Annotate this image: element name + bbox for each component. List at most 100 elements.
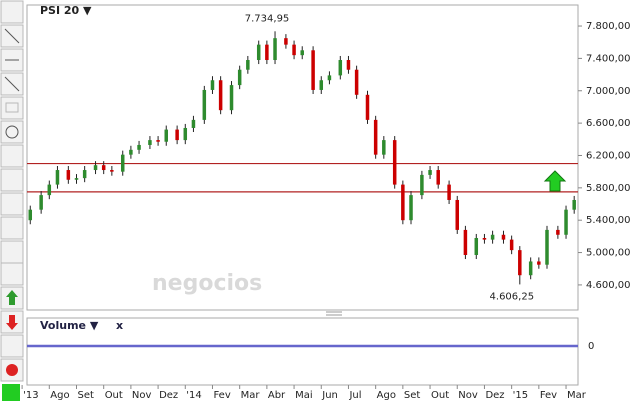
candle-body xyxy=(74,178,79,180)
candle-body xyxy=(284,38,288,45)
x-tick-label: Ago xyxy=(50,390,69,401)
candle-body xyxy=(292,44,296,56)
candle-body xyxy=(455,199,459,230)
y-tick-label: 7.400,00 xyxy=(586,53,631,64)
candle-body xyxy=(518,250,522,276)
candle-body xyxy=(490,234,495,240)
candle-body xyxy=(273,38,277,61)
chart-title[interactable]: PSI 20 ▼ xyxy=(40,4,92,17)
x-tick-label: Set xyxy=(77,390,94,401)
candle-body xyxy=(365,94,370,120)
volume-title[interactable]: Volume ▼ xyxy=(40,319,99,332)
candle-body xyxy=(528,261,533,276)
candle-body xyxy=(509,239,514,251)
candle-body xyxy=(373,119,378,155)
x-tick-label: '13 xyxy=(23,390,38,401)
y-tick-label: 5.000,00 xyxy=(586,248,631,259)
x-tick-label: Dez xyxy=(159,390,178,401)
candle-body xyxy=(382,140,386,155)
x-tick-label: Fev xyxy=(540,390,557,401)
x-tick-label: Nov xyxy=(132,390,152,401)
icon xyxy=(5,102,19,113)
candle-body xyxy=(420,174,424,196)
candle-body xyxy=(474,237,479,255)
candle-body xyxy=(327,75,332,81)
toolbar xyxy=(0,0,24,382)
candle-body xyxy=(202,89,207,120)
x-tick-label: Jul xyxy=(348,390,361,401)
candle-body xyxy=(129,149,133,155)
x-tick-label: Mar xyxy=(241,390,261,401)
candle-body xyxy=(501,234,506,240)
volume-close[interactable]: x xyxy=(116,319,123,332)
y-tick-label: 6.600,00 xyxy=(586,118,631,129)
tool-circle[interactable] xyxy=(0,120,24,144)
volume-y-tick-label: 0 xyxy=(588,341,594,352)
icon xyxy=(6,290,18,305)
candle-body xyxy=(346,60,351,70)
candle-body xyxy=(265,44,269,61)
x-tick-label: '15 xyxy=(513,390,528,401)
candle-body xyxy=(545,229,549,265)
tool-fib[interactable] xyxy=(0,168,24,192)
y-tick-label: 5.800,00 xyxy=(586,183,631,194)
candle-body xyxy=(218,80,223,111)
candle-body xyxy=(39,195,43,210)
candle-body xyxy=(428,170,432,175)
candle-body xyxy=(101,165,106,171)
candle-body xyxy=(246,60,250,70)
candle-body xyxy=(175,129,179,141)
candle-body xyxy=(482,237,487,240)
y-tick-label: 7.800,00 xyxy=(586,21,631,32)
candle-body xyxy=(229,85,234,111)
icon xyxy=(4,28,20,44)
tool-fan[interactable] xyxy=(0,144,24,168)
volume-frame xyxy=(26,317,579,386)
y-tick-label: 4.600,00 xyxy=(586,280,631,291)
x-tick-label: Mai xyxy=(295,390,313,401)
candle-body xyxy=(183,127,188,141)
candle-body xyxy=(392,140,397,185)
y-tick-label: 7.000,00 xyxy=(586,86,631,97)
candle-body xyxy=(210,80,215,90)
x-tick-label: Ago xyxy=(377,390,396,401)
icon xyxy=(5,125,19,139)
candle-body xyxy=(164,129,168,142)
candle-body xyxy=(572,199,576,210)
x-tick-label: Abr xyxy=(268,390,286,401)
x-tick-label: Dez xyxy=(485,390,504,401)
x-tick-label: Out xyxy=(105,390,123,401)
tool-text[interactable] xyxy=(0,334,24,358)
icon xyxy=(6,315,18,330)
x-tick-label: Fev xyxy=(213,390,230,401)
x-tick-label: '14 xyxy=(186,390,201,401)
icon xyxy=(6,364,18,376)
x-tick-label: Set xyxy=(404,390,421,401)
candle-body xyxy=(148,140,152,145)
tool-arc[interactable] xyxy=(0,216,24,240)
candle-body xyxy=(82,170,87,179)
annotation: 7.734,95 xyxy=(245,13,290,24)
candle-body xyxy=(256,44,261,61)
tool-speed[interactable] xyxy=(0,262,24,286)
tool-fib2[interactable] xyxy=(0,192,24,216)
candle-body xyxy=(447,184,451,200)
candle-body xyxy=(47,184,52,196)
x-tick-label: Mar xyxy=(567,390,587,401)
candle-body xyxy=(237,69,242,86)
tool-pitch[interactable] xyxy=(0,240,24,264)
candle-body xyxy=(55,170,60,185)
candle-body xyxy=(537,261,541,265)
candle-body xyxy=(463,229,468,255)
candle-body xyxy=(110,170,114,172)
candle-body xyxy=(354,69,359,95)
plot-frame xyxy=(26,4,579,311)
candle-body xyxy=(409,195,413,221)
x-tick-label: Nov xyxy=(458,390,478,401)
candle-body xyxy=(564,209,568,235)
candle-body xyxy=(137,144,141,150)
tool-pointer[interactable] xyxy=(0,0,24,24)
annotation: 4.606,25 xyxy=(490,291,535,302)
